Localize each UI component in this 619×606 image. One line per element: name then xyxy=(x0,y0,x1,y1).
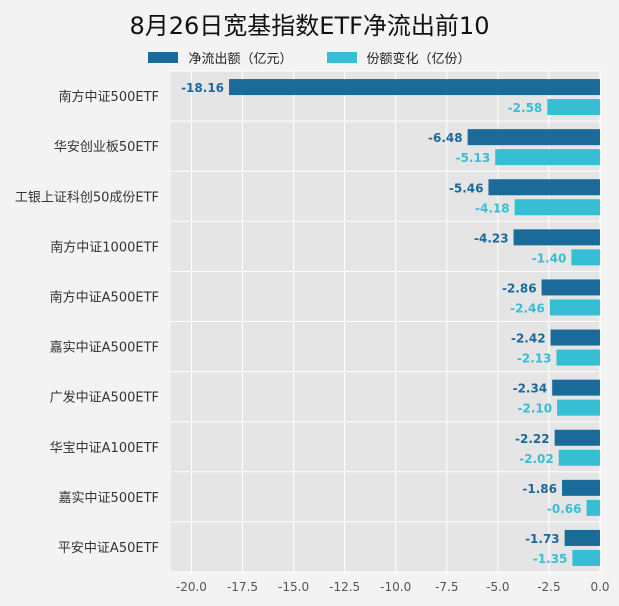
bar-outflow xyxy=(467,129,600,146)
data-label-outflow: -2.34 xyxy=(513,382,548,396)
bar-shares xyxy=(558,449,600,466)
legend-label-outflow: 净流出额（亿元） xyxy=(188,51,293,67)
x-tick-label: -7.5 xyxy=(435,580,458,594)
data-label-shares: -2.02 xyxy=(519,452,554,466)
bar-shares xyxy=(549,299,600,316)
bar-outflow xyxy=(564,529,600,546)
x-tick-label: -17.5 xyxy=(227,580,258,594)
bar-outflow xyxy=(541,279,600,296)
category-label: 南方中证500ETF xyxy=(59,89,159,105)
legend-label-shares: 份额变化（亿份） xyxy=(366,51,471,67)
legend: 净流出额（亿元） 份额变化（亿份） xyxy=(0,47,619,67)
data-label-outflow: -1.86 xyxy=(522,482,557,496)
category-label: 华宝中证A100ETF xyxy=(50,441,159,456)
bar-outflow xyxy=(562,479,600,496)
bar-shares xyxy=(547,99,600,116)
bar-outflow xyxy=(229,79,600,96)
x-tick-label: -5.0 xyxy=(486,580,509,594)
category-label: 嘉实中证500ETF xyxy=(59,491,159,506)
data-label-outflow: -18.16 xyxy=(181,81,224,95)
bar-shares xyxy=(557,399,600,416)
category-label: 嘉实中证A500ETF xyxy=(50,341,159,356)
category-label: 广发中证A500ETF xyxy=(50,390,159,406)
data-label-outflow: -2.42 xyxy=(511,332,546,346)
bar-shares xyxy=(495,149,600,166)
x-tick-label: 0.0 xyxy=(590,580,609,594)
bar-outflow xyxy=(554,429,600,446)
legend-item-shares: 份额变化（亿份） xyxy=(326,48,471,67)
data-label-shares: -0.66 xyxy=(547,502,582,516)
category-label: 工银上证科创50成份ETF xyxy=(15,190,159,205)
data-label-shares: -2.58 xyxy=(508,101,543,115)
legend-item-outflow: 净流出额（亿元） xyxy=(148,48,293,67)
data-label-shares: -1.40 xyxy=(532,251,567,265)
category-label: 华安创业板50ETF xyxy=(54,140,159,155)
x-tick-label: -12.5 xyxy=(329,580,360,594)
x-tick-label: -2.5 xyxy=(537,580,560,594)
bar-shares xyxy=(556,349,600,366)
data-label-shares: -2.46 xyxy=(510,301,545,315)
data-label-outflow: -6.48 xyxy=(428,131,463,145)
legend-swatch-shares xyxy=(326,51,357,63)
category-label: 平安中证A50ETF xyxy=(58,541,159,556)
bar-outflow xyxy=(488,179,600,196)
x-tick-label: -10.0 xyxy=(380,580,411,594)
data-label-shares: -2.13 xyxy=(517,352,552,366)
data-label-outflow: -1.73 xyxy=(525,532,560,546)
category-label: 南方中证A500ETF xyxy=(50,289,159,305)
chart-title: 8月26日宽基指数ETF净流出前10 xyxy=(129,12,490,40)
x-tick-label: -15.0 xyxy=(278,580,309,594)
bar-outflow xyxy=(550,329,600,346)
bar-shares xyxy=(514,199,600,216)
legend-swatch-outflow xyxy=(148,51,179,63)
category-label: 南方中证1000ETF xyxy=(50,239,159,255)
bar-outflow xyxy=(552,379,600,396)
data-label-shares: -5.13 xyxy=(456,151,491,165)
data-label-shares: -4.18 xyxy=(475,201,510,215)
x-tick-label: -20.0 xyxy=(176,580,207,594)
bar-shares xyxy=(572,549,600,566)
bar-shares xyxy=(586,499,600,516)
data-label-outflow: -4.23 xyxy=(474,231,509,245)
data-label-outflow: -2.22 xyxy=(515,432,550,446)
data-label-outflow: -2.86 xyxy=(502,281,537,295)
data-label-shares: -1.35 xyxy=(533,552,568,566)
data-label-shares: -2.10 xyxy=(518,402,553,416)
bar-outflow xyxy=(513,229,600,246)
bar-shares xyxy=(571,249,600,266)
data-label-outflow: -5.46 xyxy=(449,181,484,195)
